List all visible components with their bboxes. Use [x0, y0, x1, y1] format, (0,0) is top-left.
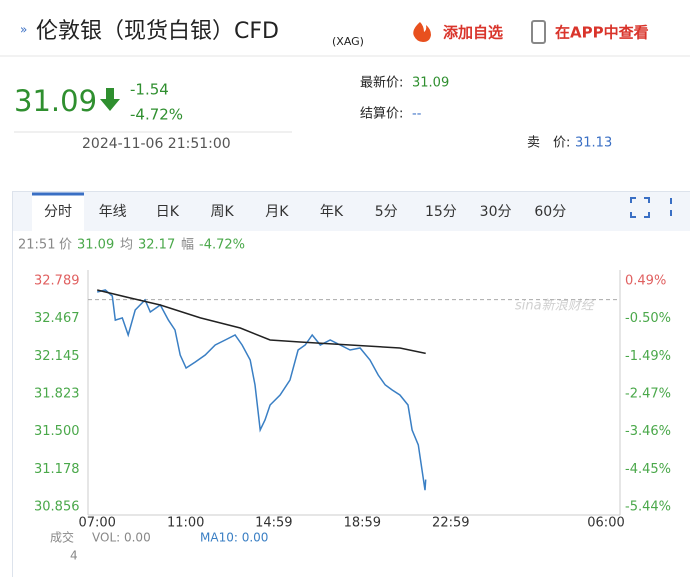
latest: 31.09: [412, 76, 449, 91]
open-app[interactable]: 在APP中查看: [555, 24, 649, 42]
change: -1.54: [130, 81, 169, 99]
y-tick-label: 30.856: [34, 500, 80, 515]
x-tick-label: 07:00: [78, 516, 115, 531]
price-line: [97, 289, 426, 355]
info-change: -4.72%: [199, 238, 245, 253]
info-avg: 32.17: [138, 238, 175, 253]
price-line: [97, 289, 427, 491]
info-change-label: 幅: [181, 238, 194, 253]
tab[interactable]: 60分: [534, 204, 566, 220]
ma10: MA10: 0.00: [200, 531, 268, 545]
info-avg-label: 均: [120, 238, 133, 253]
tab[interactable]: 年K: [320, 204, 344, 220]
x-tick-label: 06:00: [587, 516, 624, 531]
y2-tick-label: -2.47%: [625, 386, 671, 401]
ask-label: 卖 价:: [527, 136, 570, 151]
y-tick-label: 31.823: [34, 386, 80, 401]
tab[interactable]: 周K: [211, 204, 235, 220]
watermark: sina新浪财经: [515, 298, 596, 314]
tab[interactable]: 分时: [44, 204, 72, 220]
tab[interactable]: 日K: [156, 204, 180, 220]
datetime: 2024-11-06 21:51:00: [82, 136, 231, 152]
y2-tick-label: -4.45%: [625, 462, 671, 477]
x-tick-label: 18:59: [344, 516, 381, 531]
y-tick-label: 32.467: [34, 311, 80, 326]
info-price: 31.09: [77, 238, 114, 253]
latest-label: 最新价:: [360, 75, 403, 91]
info-time: 21:51: [18, 238, 55, 253]
tab[interactable]: 15分: [425, 204, 457, 220]
fullscreen-icon[interactable]: [630, 197, 650, 218]
x-tick-label: 22:59: [432, 516, 469, 531]
y2-tick-label: -1.49%: [625, 349, 671, 364]
add-watch[interactable]: 添加自选: [443, 24, 503, 42]
y-tick-label: 32.145: [34, 349, 80, 364]
y-tick-label: 31.178: [34, 462, 80, 477]
down-arrow: [100, 88, 120, 111]
x-tick-label: 11:00: [167, 516, 204, 531]
tab[interactable]: 5分: [375, 204, 398, 220]
volume-label: 成交: [50, 530, 74, 545]
fire-icon[interactable]: [413, 22, 431, 42]
tabs: 分时 年线 日K 周K 月K 年K 5分 15分 30分 60分: [44, 204, 566, 220]
title-icon: »: [20, 23, 27, 37]
y2-tick-label: -3.46%: [625, 424, 671, 439]
phone-icon[interactable]: [531, 20, 546, 44]
tab[interactable]: 年线: [99, 204, 127, 220]
y-tick-label: 31.500: [34, 424, 80, 439]
y-tick-label: 32.789: [34, 274, 80, 289]
tab-active-bg: [32, 194, 84, 231]
ask: 31.13: [575, 136, 612, 151]
tab[interactable]: 月K: [265, 204, 289, 220]
vol: VOL: 0.00: [92, 531, 151, 545]
change-pct: -4.72%: [130, 106, 183, 124]
x-tick-label: 14:59: [255, 516, 292, 531]
y2-tick-label: -0.50%: [625, 311, 671, 326]
code: (XAG): [332, 35, 364, 48]
title: 伦敦银（现货白银）CFD: [36, 19, 279, 44]
y2-tick-label: 0.49%: [625, 274, 666, 289]
tab-bar: [13, 192, 690, 231]
tab[interactable]: 30分: [480, 204, 512, 220]
volume-unit: 4: [70, 549, 78, 563]
settle-label: 结算价:: [360, 107, 403, 122]
info-price-label: 价: [59, 238, 72, 253]
price: 31.09: [14, 84, 97, 118]
settle: --: [412, 107, 422, 122]
y2-tick-label: -5.44%: [625, 500, 671, 515]
chart-panel: [12, 191, 690, 577]
